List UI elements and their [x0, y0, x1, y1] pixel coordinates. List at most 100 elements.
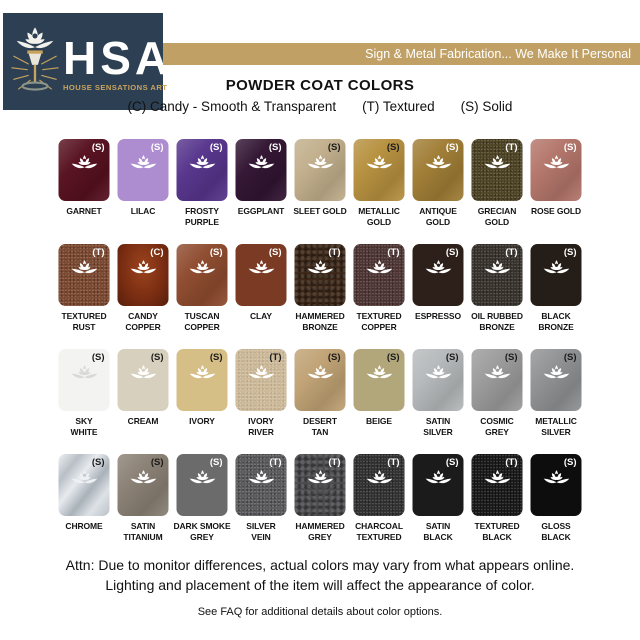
finish-type-badge: (S)	[91, 142, 105, 153]
color-name-label: EGGPLANT	[237, 206, 285, 216]
color-swatch: (S)	[176, 454, 228, 516]
color-name-label: HAMMERED BRONZE	[295, 311, 345, 332]
finish-type-badge: (T)	[269, 457, 282, 468]
color-swatch: (T)	[58, 244, 110, 306]
color-name-label: LILAC	[130, 206, 156, 216]
swatch-cell: (T) TEXTURED RUST	[58, 244, 110, 349]
finish-type-badge: (T)	[328, 457, 341, 468]
color-name-label: FROSTY PURPLE	[185, 206, 219, 227]
finish-type-badge: (S)	[445, 247, 459, 258]
color-swatch: (S)	[530, 244, 582, 306]
color-swatch: (T)	[235, 349, 287, 411]
finish-type-badge: (T)	[269, 352, 282, 363]
finish-type-badge: (T)	[387, 247, 400, 258]
swatch-cell: (S) COSMIC GREY	[471, 349, 523, 454]
finish-type-badge: (S)	[268, 247, 282, 258]
lotus-icon	[366, 365, 392, 379]
finish-type-badge: (S)	[150, 457, 164, 468]
color-name-label: SATIN BLACK	[423, 521, 453, 542]
finish-type-badge: (S)	[445, 352, 459, 363]
tagline-banner: Sign & Metal Fabrication... We Make It P…	[163, 43, 640, 65]
color-swatch: (S)	[530, 454, 582, 516]
lotus-icon	[307, 365, 333, 379]
color-swatch: (C)	[117, 244, 169, 306]
swatch-cell: (S) SKY WHITE	[58, 349, 110, 454]
color-name-label: SLEET GOLD	[293, 206, 347, 216]
swatch-cell: (S) METALLIC GOLD	[353, 139, 405, 244]
finish-type-badge: (S)	[563, 142, 577, 153]
color-name-label: GRECIAN GOLD	[477, 206, 517, 227]
color-swatch: (S)	[176, 349, 228, 411]
swatch-cell: (S) BEIGE	[353, 349, 405, 454]
page-title: POWDER COAT COLORS	[225, 77, 415, 94]
swatch-cell: (S) BLACK BRONZE	[530, 244, 582, 349]
color-swatch: (S)	[530, 139, 582, 201]
lotus-icon	[484, 260, 510, 274]
swatch-cell: (S) CHROME	[58, 454, 110, 559]
color-swatch: (S)	[235, 244, 287, 306]
finish-type-badge: (S)	[563, 352, 577, 363]
color-swatch: (T)	[471, 139, 523, 201]
swatch-cell: (S) GLOSS BLACK	[530, 454, 582, 559]
finish-type-badge: (T)	[92, 247, 105, 258]
color-name-label: IVORY RIVER	[248, 416, 274, 437]
finish-type-badge: (S)	[563, 247, 577, 258]
monitor-disclaimer-line1: Attn: Due to monitor differences, actual…	[65, 557, 575, 573]
lotus-icon	[130, 365, 156, 379]
lotus-icon	[425, 260, 451, 274]
color-name-label: OIL RUBBED BRONZE	[471, 311, 523, 332]
color-swatch: (S)	[412, 454, 464, 516]
finish-type-badge: (T)	[505, 142, 518, 153]
color-name-label: BLACK BRONZE	[538, 311, 574, 332]
lotus-icon	[130, 470, 156, 484]
lotus-icon	[189, 470, 215, 484]
color-name-label: IVORY	[189, 416, 215, 426]
swatch-cell: (S) DARK SMOKE GREY	[173, 454, 231, 559]
lotus-icon	[71, 155, 97, 169]
legend-textured: (T) Textured	[362, 99, 435, 114]
legend-solid: (S) Solid	[460, 99, 513, 114]
lotus-icon	[366, 155, 392, 169]
color-swatch: (S)	[412, 349, 464, 411]
color-swatch: (S)	[530, 349, 582, 411]
lotus-icon	[366, 470, 392, 484]
swatch-cell: (S) ANTIQUE GOLD	[412, 139, 464, 244]
finish-type-badge: (S)	[209, 352, 223, 363]
hsa-logo: HSA HOUSE SENSATIONS ART	[3, 13, 168, 110]
swatch-cell: (S) SATIN TITANIUM	[117, 454, 169, 559]
lotus-icon	[189, 155, 215, 169]
swatch-cell: (S) CREAM	[117, 349, 169, 454]
finish-type-badge: (S)	[445, 457, 459, 468]
finish-type-badge: (S)	[268, 142, 282, 153]
lotus-icon	[130, 260, 156, 274]
finish-type-badge: (S)	[563, 457, 577, 468]
lotus-icon	[248, 155, 274, 169]
swatch-cell: (T) TEXTURED BLACK	[471, 454, 523, 559]
color-swatch: (S)	[58, 349, 110, 411]
color-grid: (S) GARNET (S)	[58, 139, 582, 559]
swatch-cell: (T) IVORY RIVER	[235, 349, 287, 454]
color-swatch: (S)	[353, 349, 405, 411]
swatch-cell: (S) SATIN SILVER	[412, 349, 464, 454]
swatch-cell: (T) GRECIAN GOLD	[471, 139, 523, 244]
swatch-cell: (S) IVORY	[176, 349, 228, 454]
color-swatch: (S)	[294, 349, 346, 411]
color-name-label: CREAM	[127, 416, 159, 426]
finish-type-badge: (S)	[209, 457, 223, 468]
finish-type-badge: (T)	[505, 457, 518, 468]
lotus-icon	[248, 470, 274, 484]
color-swatch: (S)	[58, 454, 110, 516]
swatch-cell: (S) TUSCAN COPPER	[176, 244, 228, 349]
color-name-label: DARK SMOKE GREY	[173, 521, 231, 542]
color-name-label: GLOSS BLACK	[541, 521, 571, 542]
lotus-icon	[130, 155, 156, 169]
finish-type-badge: (S)	[445, 142, 459, 153]
color-swatch: (S)	[353, 139, 405, 201]
color-name-label: TEXTURED RUST	[61, 311, 107, 332]
finish-type-badge: (S)	[386, 142, 400, 153]
lotus-icon	[189, 260, 215, 274]
lotus-icon	[484, 155, 510, 169]
swatch-cell: (S) DESERT TAN	[294, 349, 346, 454]
lotus-torch-icon	[11, 26, 59, 91]
